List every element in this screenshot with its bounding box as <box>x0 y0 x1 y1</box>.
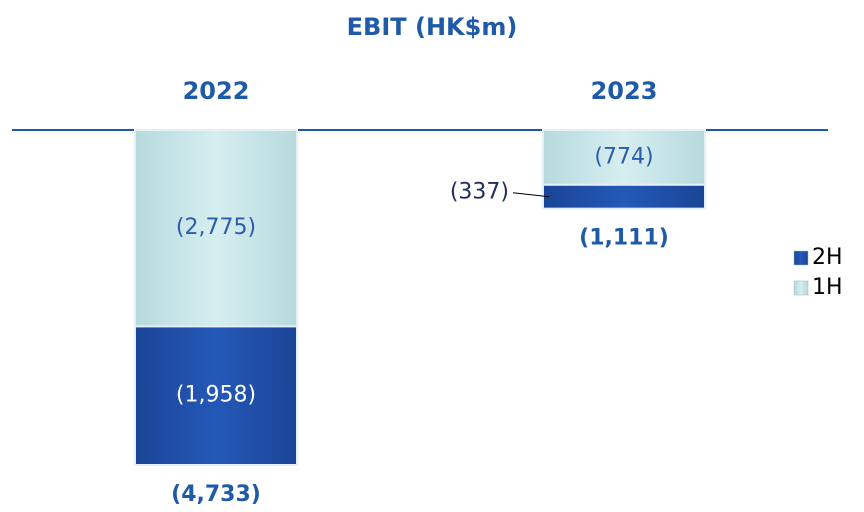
legend-swatch <box>793 250 809 266</box>
value-label: (774) <box>594 144 653 169</box>
legend-swatch <box>793 280 809 296</box>
value-label: (337) <box>450 180 509 205</box>
total-label: (1,111) <box>579 226 669 251</box>
leader-line <box>512 192 550 198</box>
value-label: (1,958) <box>176 383 256 408</box>
value-label: (2,775) <box>176 215 256 240</box>
bar-segment <box>542 183 706 210</box>
category-label: 2022 <box>183 77 250 105</box>
chart-title: EBIT (HK$m) <box>347 13 518 41</box>
legend-label: 2H <box>812 245 843 270</box>
category-label: 2023 <box>591 77 658 105</box>
total-label: (4,733) <box>171 482 261 507</box>
legend-label: 1H <box>812 275 843 300</box>
bar-segment <box>134 325 298 466</box>
